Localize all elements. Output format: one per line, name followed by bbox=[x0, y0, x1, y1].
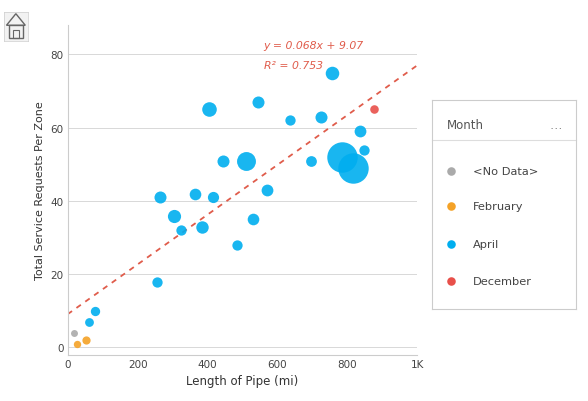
Point bbox=[152, 279, 162, 285]
Point bbox=[253, 99, 263, 106]
Point bbox=[360, 147, 369, 154]
Text: February: February bbox=[473, 202, 523, 212]
Point bbox=[355, 129, 365, 135]
Text: Month: Month bbox=[447, 119, 483, 132]
Text: y = 0.068x + 9.07: y = 0.068x + 9.07 bbox=[263, 41, 363, 51]
Point bbox=[338, 154, 347, 161]
Point bbox=[446, 278, 456, 285]
Point bbox=[446, 241, 456, 247]
Point bbox=[73, 341, 82, 347]
Point bbox=[446, 203, 456, 210]
Point bbox=[316, 114, 326, 121]
Point bbox=[248, 217, 258, 223]
Point bbox=[241, 158, 250, 164]
Point bbox=[306, 158, 316, 164]
Point bbox=[446, 168, 456, 174]
Y-axis label: Total Service Requests Per Zone: Total Service Requests Per Zone bbox=[35, 101, 45, 279]
Text: <No Data>: <No Data> bbox=[473, 166, 538, 176]
Point bbox=[85, 319, 94, 325]
Point bbox=[285, 118, 295, 124]
Text: April: April bbox=[473, 239, 499, 249]
Point bbox=[348, 165, 358, 172]
Point bbox=[327, 70, 336, 77]
Text: R² = 0.753: R² = 0.753 bbox=[263, 61, 323, 71]
Point bbox=[262, 187, 272, 194]
Point bbox=[176, 227, 186, 234]
Point bbox=[90, 308, 99, 314]
Point bbox=[233, 242, 242, 249]
Point bbox=[219, 158, 228, 164]
Point bbox=[156, 194, 165, 201]
Point bbox=[369, 107, 379, 113]
Point bbox=[198, 224, 207, 230]
Point bbox=[205, 107, 214, 113]
Point bbox=[191, 191, 200, 197]
Text: …: … bbox=[550, 119, 562, 132]
Point bbox=[208, 194, 218, 201]
Point bbox=[81, 337, 91, 344]
Point bbox=[169, 213, 179, 219]
X-axis label: Length of Pipe (mi): Length of Pipe (mi) bbox=[186, 375, 299, 387]
Point bbox=[69, 330, 79, 336]
Text: December: December bbox=[473, 277, 532, 287]
